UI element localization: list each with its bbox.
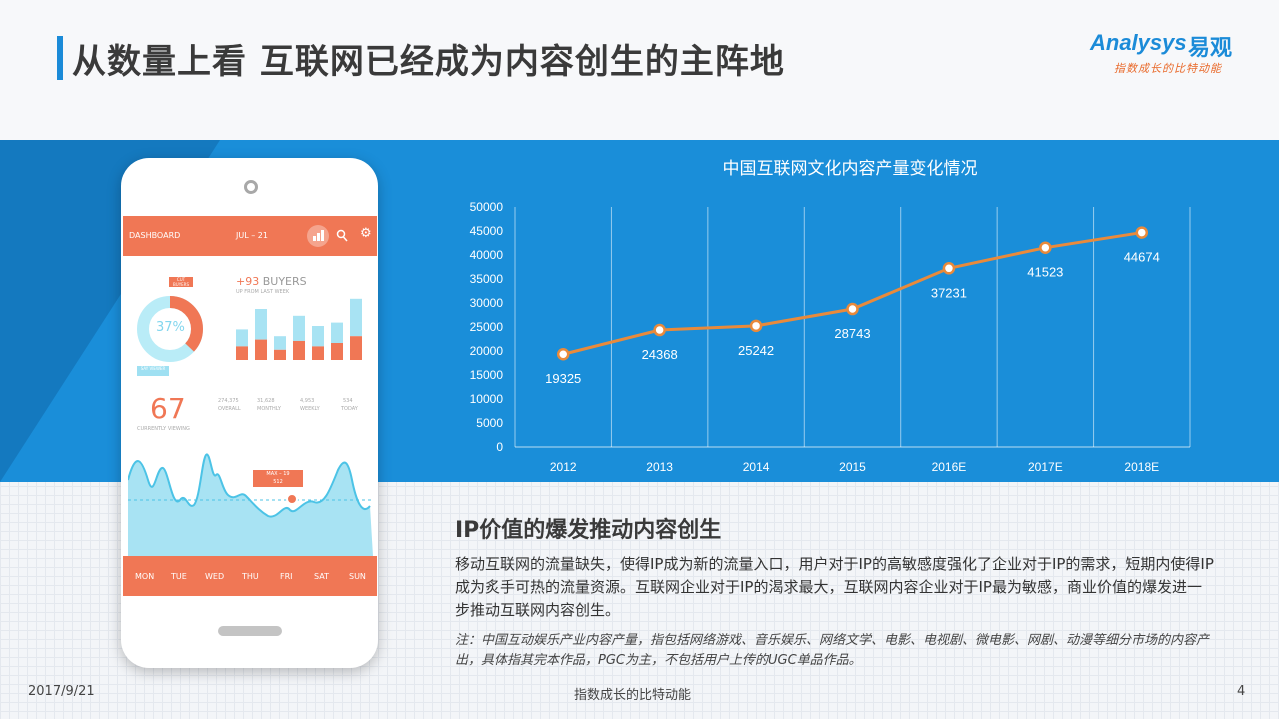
- section-note: 注：中国互动娱乐产业内容产量，指包括网络游戏、音乐娱乐、网络文学、电影、电视剧、…: [455, 633, 1210, 668]
- data-label: 37231: [931, 285, 967, 300]
- mini-bar-bottom: [293, 340, 305, 360]
- data-label: 28743: [834, 326, 870, 341]
- day-thu: THU: [242, 572, 259, 581]
- day-fri: FRI: [280, 572, 293, 581]
- page-number: 4: [1237, 684, 1246, 699]
- mini-bar-bottom: [236, 346, 248, 360]
- day-tue: TUE: [171, 572, 187, 581]
- day-sat: SAT: [314, 572, 329, 581]
- page-title: 从数量上看 互联网已经成为内容创生的主阵地: [72, 42, 785, 82]
- section-title: IP价值的爆发推动内容创生: [455, 518, 722, 543]
- stat-monthly-label: MONTHLY: [257, 406, 281, 412]
- y-tick-label: 30000: [470, 296, 504, 310]
- x-tick-label: 2014: [743, 460, 770, 474]
- data-point: [846, 302, 859, 316]
- buyers-text: BUYERS: [259, 275, 307, 288]
- viewing-count: 67: [150, 392, 186, 425]
- mini-bar-top: [236, 329, 248, 347]
- viewing-label: CURRENTLY VIEWING: [137, 426, 190, 432]
- buyers-sub: UP FROM LAST WEEK: [236, 289, 290, 295]
- mini-bar-bottom: [331, 343, 343, 360]
- x-tick-label: 2016E: [932, 460, 967, 474]
- y-tick-label: 5000: [476, 416, 503, 430]
- title-accent-bar: [57, 36, 63, 80]
- stat-overall-label: OVERALL: [218, 406, 241, 412]
- y-tick-label: 10000: [470, 392, 504, 406]
- data-label: 19325: [545, 371, 581, 386]
- stat-weekly-num: 4,953: [300, 398, 315, 404]
- day-mon: MON: [135, 572, 155, 581]
- wave-chart: [128, 453, 373, 556]
- x-tick-label: 2017E: [1028, 460, 1063, 474]
- phone-camera-icon: [244, 180, 258, 194]
- donut-tag-top: CUT BUYERS: [169, 277, 193, 287]
- app-header-date: JUL – 21: [236, 231, 268, 240]
- bar-chart-icon: [307, 225, 329, 247]
- footer-slogan: 指数成长的比特动能: [574, 688, 692, 703]
- stat-weekly-label: WEEKLY: [300, 406, 320, 412]
- max-tag-line2: 512: [273, 479, 283, 485]
- mini-bar-top: [350, 298, 362, 337]
- mini-bar-bottom: [312, 346, 324, 360]
- stat-overall-num: 274,375: [218, 398, 239, 404]
- donut-chart: [137, 296, 203, 362]
- donut-tag-bottom: SAY VIEWER: [137, 366, 169, 376]
- line-chart: 0 5000 10000 15000 20000 25000 30000 35000 40000…: [470, 200, 1191, 474]
- y-tick-label: 40000: [470, 248, 504, 262]
- y-tick-label: 20000: [470, 344, 504, 358]
- mini-bar-bottom: [274, 349, 286, 360]
- day-wed: WED: [205, 572, 225, 581]
- y-tick-label: 45000: [470, 224, 504, 238]
- phone-home-button: [218, 626, 282, 636]
- data-point: [653, 323, 666, 337]
- data-point: [556, 347, 570, 361]
- y-tick-label: 50000: [470, 200, 504, 214]
- logo-cn: 易观: [1188, 36, 1233, 61]
- logo-slogan: 指数成长的比特动能: [1114, 62, 1222, 75]
- mini-bar-bottom: [255, 339, 267, 360]
- mini-bar-top: [255, 309, 267, 340]
- day-sun: SUN: [349, 572, 366, 581]
- buyers-headline: +93 BUYERS: [236, 275, 307, 288]
- data-point: [1135, 226, 1149, 239]
- mini-bar-bottom: [350, 336, 362, 360]
- app-header: DASHBOARD JUL – 21 ⚙: [123, 216, 377, 256]
- app-day-bar: MON TUE WED THU FRI SAT SUN: [123, 556, 377, 596]
- y-tick-label: 0: [496, 440, 503, 454]
- y-tick-label: 15000: [470, 368, 504, 382]
- data-label: 44674: [1124, 250, 1160, 265]
- data-label: 25242: [738, 343, 774, 358]
- mini-bar-top: [312, 326, 324, 347]
- app-header-label: DASHBOARD: [129, 231, 181, 240]
- stat-today-num: 534: [343, 398, 353, 404]
- x-tick-label: 2018E: [1124, 460, 1159, 474]
- mini-bar-top: [274, 336, 286, 350]
- donut-percent: 37%: [156, 320, 185, 335]
- x-tick-label: 2015: [839, 460, 866, 474]
- max-tag-line1: MAX – 19: [266, 471, 290, 477]
- search-icon: [336, 229, 348, 242]
- data-point: [749, 319, 763, 333]
- gear-icon: ⚙: [360, 226, 372, 241]
- buyers-count: +93: [236, 275, 260, 288]
- logo-wordmark: Analysys: [1090, 30, 1187, 55]
- title-bar: [0, 0, 1279, 140]
- max-tag: MAX – 19 512: [253, 470, 303, 487]
- data-point: [1039, 241, 1052, 254]
- section-body: 移动互联网的流量缺失，使得IP成为新的流量入口，用户对于IP的高敏感度强化了企业…: [455, 555, 1214, 619]
- stat-today-label: TODAY: [341, 406, 358, 412]
- data-label: 24368: [642, 347, 678, 362]
- mini-bar-top: [331, 322, 343, 343]
- data-point: [942, 262, 956, 275]
- chart-title: 中国互联网文化内容产量变化情况: [722, 159, 978, 179]
- mini-bar-top: [293, 315, 305, 341]
- footer-date: 2017/9/21: [28, 684, 95, 699]
- y-tick-label: 35000: [470, 272, 504, 286]
- mini-bar-chart: [236, 298, 362, 360]
- data-label: 41523: [1027, 265, 1063, 280]
- x-tick-label: 2012: [550, 460, 577, 474]
- x-tick-label: 2013: [646, 460, 673, 474]
- stat-monthly-num: 31,628: [257, 398, 275, 404]
- y-tick-label: 25000: [470, 320, 504, 334]
